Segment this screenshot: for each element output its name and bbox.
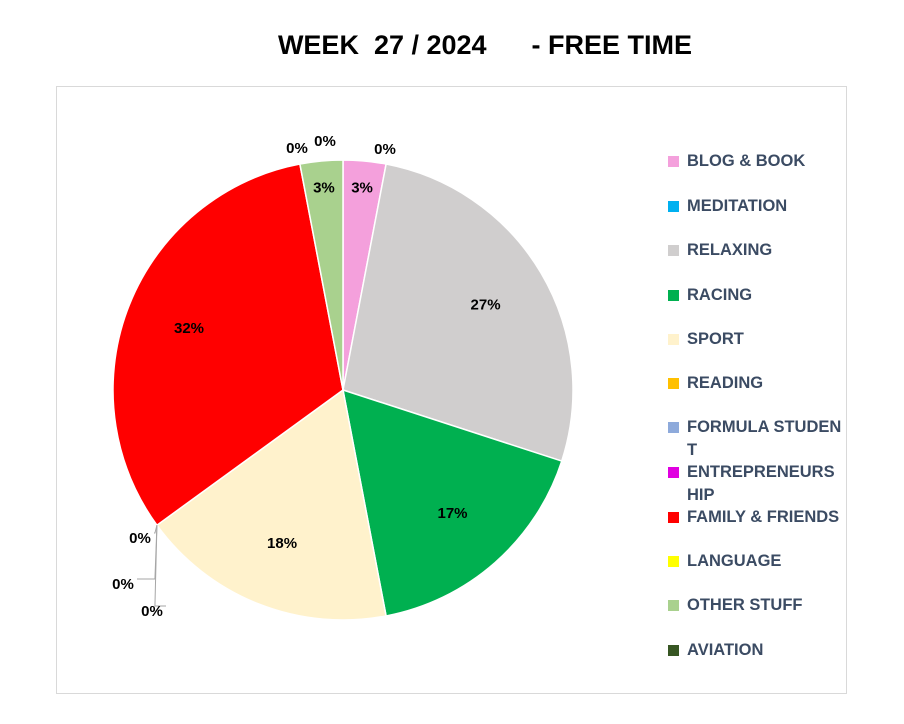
- legend-item-reading: READING: [668, 372, 858, 412]
- legend-swatch: [668, 512, 679, 523]
- legend-swatch: [668, 422, 679, 433]
- legend-swatch: [668, 467, 679, 478]
- pie-slice-relaxing: [342, 163, 574, 463]
- legend-item-language: LANGUAGE: [668, 550, 858, 590]
- legend-label: FORMULA STUDENT: [687, 418, 842, 459]
- legend-label: ENTREPRENEURSHIP: [687, 463, 835, 504]
- data-label-meditation: 0%: [374, 141, 396, 158]
- pie-slice-racing: [342, 388, 563, 617]
- pie-slice-other-stuff: [299, 159, 344, 391]
- legend-label: BLOG & BOOK: [687, 152, 806, 170]
- legend-swatch: [668, 378, 679, 389]
- legend-item-relaxing: RELAXING: [668, 239, 858, 279]
- data-label-entrepreneurship: 0%: [129, 530, 151, 547]
- data-label-family-and-friends: 32%: [174, 320, 204, 337]
- data-label-blog-and-book: 3%: [351, 179, 373, 196]
- legend-item-family-and-friends: FAMILY & FRIENDS: [668, 506, 858, 546]
- legend-swatch: [668, 600, 679, 611]
- data-label-formula-student: 0%: [141, 603, 163, 620]
- legend-item-racing: RACING: [668, 284, 858, 324]
- legend-swatch: [668, 156, 679, 167]
- legend-item-other-stuff: OTHER STUFF: [668, 594, 858, 634]
- legend-label: RELAXING: [687, 241, 773, 259]
- data-label-racing: 17%: [437, 505, 467, 522]
- leader-line-entrepreneurship: [154, 525, 158, 534]
- leader-line-formula-student: [154, 525, 166, 607]
- chart-title: WEEK 27 / 2024 - FREE TIME: [277, 30, 693, 60]
- data-label-reading: 0%: [112, 576, 134, 593]
- legend-swatch: [668, 201, 679, 212]
- legend-label: LANGUAGE: [687, 552, 782, 570]
- plot-area-frame: [56, 86, 847, 694]
- legend-label: READING: [687, 374, 764, 392]
- data-label-sport: 18%: [267, 535, 297, 552]
- pie-slice-family-and-friends: [112, 163, 344, 527]
- legend-item-meditation: MEDITATION: [668, 195, 858, 235]
- legend-swatch: [668, 645, 679, 656]
- legend-swatch: [668, 245, 679, 256]
- legend-item-blog-and-book: BLOG & BOOK: [668, 150, 858, 190]
- legend-swatch: [668, 334, 679, 345]
- legend-label: RACING: [687, 286, 753, 304]
- legend-item-entrepreneurship: ENTREPRENEURSHIP: [668, 461, 858, 504]
- legend-label: MEDITATION: [687, 197, 788, 215]
- legend-label: SPORT: [687, 330, 744, 348]
- data-label-aviation: 0%: [314, 133, 336, 150]
- data-label-language: 0%: [286, 140, 308, 157]
- data-label-other-stuff: 3%: [313, 179, 335, 196]
- legend-label: OTHER STUFF: [687, 596, 803, 614]
- legend-label: AVIATION: [687, 641, 764, 659]
- legend-item-aviation: AVIATION: [668, 639, 858, 679]
- data-label-relaxing: 27%: [471, 297, 501, 314]
- pie-slice-sport: [155, 388, 387, 621]
- legend-label: FAMILY & FRIENDS: [687, 508, 840, 526]
- legend-swatch: [668, 556, 679, 567]
- legend-item-formula-student: FORMULA STUDENT: [668, 416, 858, 459]
- legend-swatch: [668, 290, 679, 301]
- legend-item-sport: SPORT: [668, 328, 858, 368]
